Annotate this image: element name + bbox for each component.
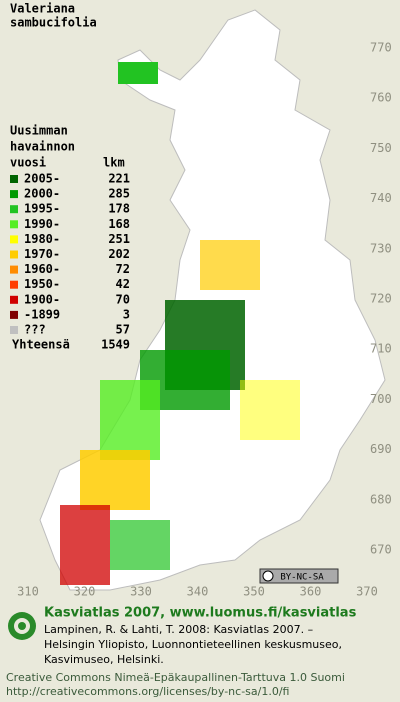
citation: Kasvimuseo, Helsinki. (44, 653, 164, 666)
legend-header: Uusimman (10, 124, 68, 138)
legend-swatch (10, 175, 18, 183)
grid-label-north: 770 (370, 41, 392, 55)
legend-header: havainnon (10, 140, 75, 154)
grid-label-north: 760 (370, 91, 392, 105)
license: Creative Commons Nimeä-Epäkaupallinen-Ta… (6, 671, 345, 684)
legend-count: 72 (116, 262, 130, 276)
legend-label: 1980- (24, 232, 60, 246)
legend-swatch (10, 205, 18, 214)
legend-swatch (10, 295, 18, 304)
grid-label-east: 350 (243, 585, 265, 599)
legend-count: 42 (116, 277, 130, 291)
grid-label-north: 680 (370, 492, 392, 506)
legend-label: -1899 (24, 307, 60, 321)
logo (8, 612, 36, 640)
legend-total-label: Yhteensä (12, 338, 70, 352)
grid-label-east: 310 (17, 585, 39, 599)
legend-count: 202 (108, 247, 130, 261)
legend-label: ??? (24, 323, 46, 337)
grid-label-east: 340 (187, 585, 209, 599)
legend-swatch (10, 250, 18, 259)
grid-label-east: 370 (356, 585, 378, 599)
citation: Helsingin Yliopisto, Luonnontieteellinen… (44, 638, 342, 651)
citation: Lampinen, R. & Lahti, T. 2008: Kasviatla… (44, 623, 313, 636)
legend-count: 3 (123, 307, 130, 321)
map-patches (60, 62, 300, 585)
legend-label: 1995- (24, 202, 60, 216)
grid-label-east: 360 (300, 585, 322, 599)
legend-label: 2000- (24, 187, 60, 201)
legend-label: 1950- (24, 277, 60, 291)
cc-badge: BY-NC-SA (259, 568, 339, 584)
legend-label: 1900- (24, 292, 60, 306)
title: Valeriana (10, 2, 75, 16)
legend-swatch (10, 220, 18, 229)
legend-label: 1990- (24, 217, 60, 231)
title: sambucifolia (10, 16, 97, 30)
legend-count: 57 (116, 323, 130, 337)
legend-swatch (10, 235, 18, 244)
grid-label-north: 690 (370, 442, 392, 456)
legend-header: vuosi (10, 156, 46, 170)
legend-label: 1960- (24, 262, 60, 276)
grid-label-north: 700 (370, 392, 392, 406)
legend-count: 221 (108, 172, 130, 186)
legend-count: 168 (108, 217, 130, 231)
legend-count: 178 (108, 202, 130, 216)
grid-label-north: 740 (370, 191, 392, 205)
grid-label-east: 330 (130, 585, 152, 599)
grid-label-north: 670 (370, 543, 392, 557)
legend-count: 70 (116, 292, 130, 306)
grid-label-north: 750 (370, 141, 392, 155)
grid-label-north: 730 (370, 241, 392, 255)
legend-swatch (10, 190, 18, 199)
grid-label-north: 710 (370, 342, 392, 356)
legend-label: 2005- (24, 172, 60, 186)
legend-total: 1549 (101, 338, 130, 352)
legend-swatch (10, 280, 18, 289)
legend-swatch (10, 326, 18, 334)
legend-swatch (10, 310, 18, 319)
legend-count: 285 (108, 187, 130, 201)
license-badge: BY-NC-SA (280, 573, 324, 583)
grid-label-east: 320 (74, 585, 96, 599)
grid-label-north: 720 (370, 292, 392, 306)
legend-swatch (10, 265, 18, 274)
legend-count-header: lkm (103, 156, 125, 170)
legend-label: 1970- (24, 247, 60, 261)
site: Kasviatlas 2007, www.luomus.fi/kasviatla… (44, 606, 357, 621)
license: http://creativecommons.org/licenses/by-n… (6, 685, 289, 698)
legend-count: 251 (108, 232, 130, 246)
